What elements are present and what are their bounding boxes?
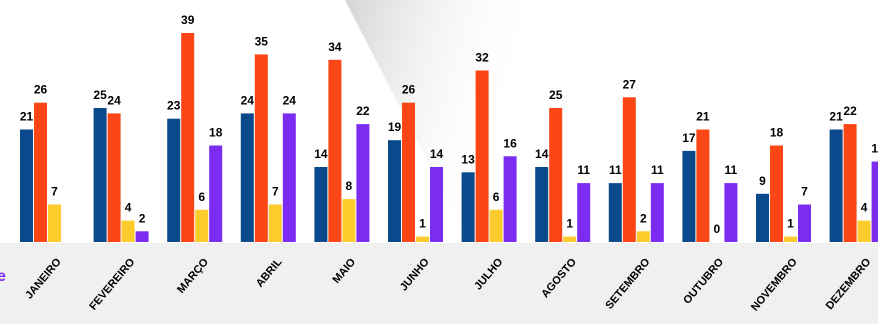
data-label-maio-series-3: 8 (346, 179, 353, 193)
bar-maio-series-1 (314, 167, 328, 242)
bar-outubro-series-4 (724, 183, 738, 242)
data-label-fevereiro-series-1: 25 (93, 88, 107, 102)
data-label-abril-series-1: 24 (241, 93, 255, 107)
bar-abril-series-2 (254, 54, 268, 243)
bar-janeiro-series-1 (20, 129, 33, 242)
bar-março-series-2 (181, 33, 195, 242)
bar-agosto-series-1 (535, 167, 549, 242)
data-label-novembro-series-4: 7 (801, 185, 808, 199)
bar-junho-series-1 (388, 140, 401, 242)
bar-janeiro-series-2 (34, 102, 47, 242)
data-label-junho-series-3: 1 (419, 217, 426, 231)
bar-setembro-series-3 (636, 231, 650, 242)
bar-fevereiro-series-3 (121, 220, 135, 242)
data-label-julho-series-2: 32 (475, 51, 489, 65)
bar-março-series-4 (209, 145, 223, 242)
bar-janeiro-series-3 (48, 204, 61, 242)
bar-abril-series-3 (268, 204, 282, 242)
bar-julho-series-2 (475, 70, 489, 242)
bar-dezembro-series-3 (857, 220, 871, 242)
data-label-dezembro-series-3: 4 (861, 201, 868, 215)
bar-dezembro-series-4 (871, 161, 878, 242)
data-label-março-series-3: 6 (198, 190, 205, 204)
bar-abril-series-1 (240, 113, 254, 243)
data-label-abril-series-3: 7 (272, 185, 279, 199)
bar-outubro-series-2 (696, 129, 710, 242)
bar-março-series-3 (195, 209, 209, 242)
data-label-maio-series-2: 34 (328, 40, 342, 54)
bar-julho-series-4 (503, 156, 517, 242)
data-label-junho-series-4: 14 (430, 147, 444, 161)
bar-agosto-series-4 (577, 183, 591, 242)
data-label-setembro-series-2: 27 (623, 77, 637, 91)
data-label-novembro-series-1: 9 (759, 174, 766, 188)
bar-julho-series-1 (461, 172, 475, 242)
data-label-agosto-series-3: 1 (566, 217, 573, 231)
data-label-março-series-1: 23 (167, 99, 181, 113)
bar-setembro-series-1 (608, 183, 622, 242)
data-label-setembro-series-4: 11 (651, 163, 664, 177)
bar-junho-series-4 (430, 167, 443, 242)
bar-maio-series-2 (328, 59, 342, 242)
data-label-setembro-series-3: 2 (640, 211, 647, 225)
edge-letter: e (0, 268, 6, 285)
data-label-outubro-series-4: 11 (725, 163, 738, 177)
bar-abril-series-4 (282, 113, 296, 243)
bar-agosto-series-2 (549, 108, 563, 242)
bar-setembro-series-4 (650, 183, 664, 242)
bar-fevereiro-series-2 (107, 113, 121, 243)
data-label-outubro-series-2: 21 (696, 110, 710, 124)
bar-novembro-series-2 (770, 145, 783, 242)
bar-novembro-series-4 (798, 204, 811, 242)
data-label-junho-series-2: 26 (402, 83, 416, 97)
data-label-julho-series-1: 13 (461, 152, 475, 166)
data-label-julho-series-4: 16 (503, 136, 517, 150)
data-label-abril-series-2: 35 (255, 34, 269, 48)
bar-agosto-series-3 (563, 236, 577, 242)
data-label-agosto-series-4: 11 (577, 163, 590, 177)
data-label-junho-series-1: 19 (388, 120, 402, 134)
bar-dezembro-series-1 (829, 129, 843, 242)
bars-group (20, 33, 878, 243)
data-label-julho-series-3: 6 (493, 190, 500, 204)
data-label-dezembro-series-1: 21 (829, 110, 843, 124)
bar-março-series-1 (167, 118, 181, 242)
bar-maio-series-4 (356, 124, 370, 242)
data-label-março-series-4: 18 (209, 126, 223, 140)
data-label-agosto-series-1: 14 (535, 147, 549, 161)
data-label-fevereiro-series-2: 24 (107, 93, 121, 107)
data-label-dezembro-series-2: 22 (843, 104, 857, 118)
bar-novembro-series-1 (756, 193, 769, 242)
data-label-outubro-series-3: 0 (714, 222, 721, 236)
bar-julho-series-3 (489, 209, 503, 242)
axis-band (0, 243, 878, 324)
data-label-janeiro-series-2: 26 (34, 83, 48, 97)
bar-dezembro-series-2 (843, 124, 857, 242)
data-label-janeiro-series-3: 7 (51, 185, 58, 199)
data-label-janeiro-series-1: 21 (20, 110, 34, 124)
data-label-maio-series-1: 14 (314, 147, 328, 161)
data-label-dezembro-series-4: 15 (871, 142, 878, 156)
data-label-agosto-series-2: 25 (549, 88, 563, 102)
data-label-setembro-series-1: 11 (609, 163, 622, 177)
bar-fevereiro-series-4 (135, 231, 149, 242)
bar-novembro-series-3 (784, 236, 797, 242)
bar-junho-series-2 (402, 102, 415, 242)
data-label-novembro-series-3: 1 (787, 217, 794, 231)
data-label-fevereiro-series-3: 4 (125, 201, 132, 215)
data-label-outubro-series-1: 17 (682, 131, 696, 145)
bar-outubro-series-1 (682, 150, 696, 242)
bar-maio-series-3 (342, 199, 356, 242)
data-label-março-series-2: 39 (181, 13, 195, 27)
bar-junho-series-3 (416, 236, 429, 242)
data-label-abril-series-4: 24 (283, 93, 297, 107)
bar-setembro-series-2 (622, 97, 636, 242)
data-label-novembro-series-2: 18 (770, 126, 784, 140)
data-label-maio-series-4: 22 (356, 104, 370, 118)
bar-fevereiro-series-1 (93, 108, 107, 242)
data-label-fevereiro-series-4: 2 (139, 211, 146, 225)
